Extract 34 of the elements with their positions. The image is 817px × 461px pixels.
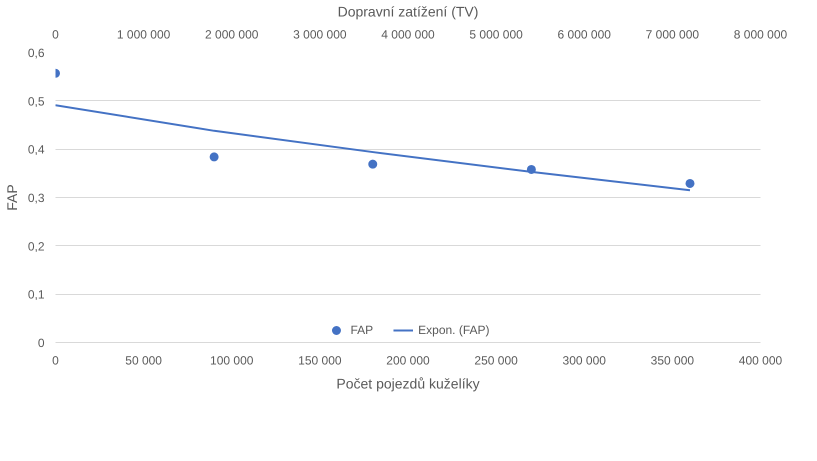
line-series <box>56 104 691 192</box>
y-tick-label: 0,2 <box>28 239 45 254</box>
x2-tick-label: 7 000 000 <box>646 28 700 42</box>
x2-tick-label: 4 000 000 <box>381 28 436 42</box>
x2-tick-label: 8 000 000 <box>734 28 788 42</box>
x2-tick-label: 0 <box>52 28 60 42</box>
x-tick-label: 0 <box>52 354 60 368</box>
y-tick-label: 0,6 <box>28 46 45 60</box>
legend-label: FAP <box>350 323 374 337</box>
x2-tick-label: 2 000 000 <box>205 28 259 42</box>
point <box>210 152 219 162</box>
x-tick-label: 350 000 <box>650 354 694 368</box>
y-tick-label: 0,4 <box>28 142 45 157</box>
x2-axis-title: Dopravní zatížení (TV) <box>338 4 478 20</box>
point <box>368 160 378 169</box>
x-tick-label: 150 000 <box>298 354 342 368</box>
legend-label: Expon. (FAP) <box>418 323 490 337</box>
x-tick-label: 250 000 <box>474 354 518 368</box>
y-tick-label: 0,5 <box>28 94 45 108</box>
y-tick-label: 0,1 <box>28 288 45 302</box>
y-tick-label: 0,3 <box>28 191 45 205</box>
x2-tick-label: 6 000 000 <box>558 28 612 42</box>
x-tick-label: 50 000 <box>125 354 162 368</box>
point <box>686 178 694 188</box>
x-tick-label: 100 000 <box>210 354 254 368</box>
x-tick-label: 400 000 <box>738 354 783 368</box>
x2-tick-label: 5 000 000 <box>469 28 524 42</box>
x-tick-label: 200 000 <box>386 354 430 368</box>
x2-tick-label: 1 000 000 <box>116 28 171 42</box>
y-tick-label: 0 <box>38 336 45 350</box>
x-axis-title: Počet pojezdů kuželíky <box>336 376 480 392</box>
x2-tick-label: 3 000 000 <box>293 28 347 42</box>
y-axis-title: FAP <box>4 184 20 211</box>
x-tick-label: 300 000 <box>562 354 606 368</box>
